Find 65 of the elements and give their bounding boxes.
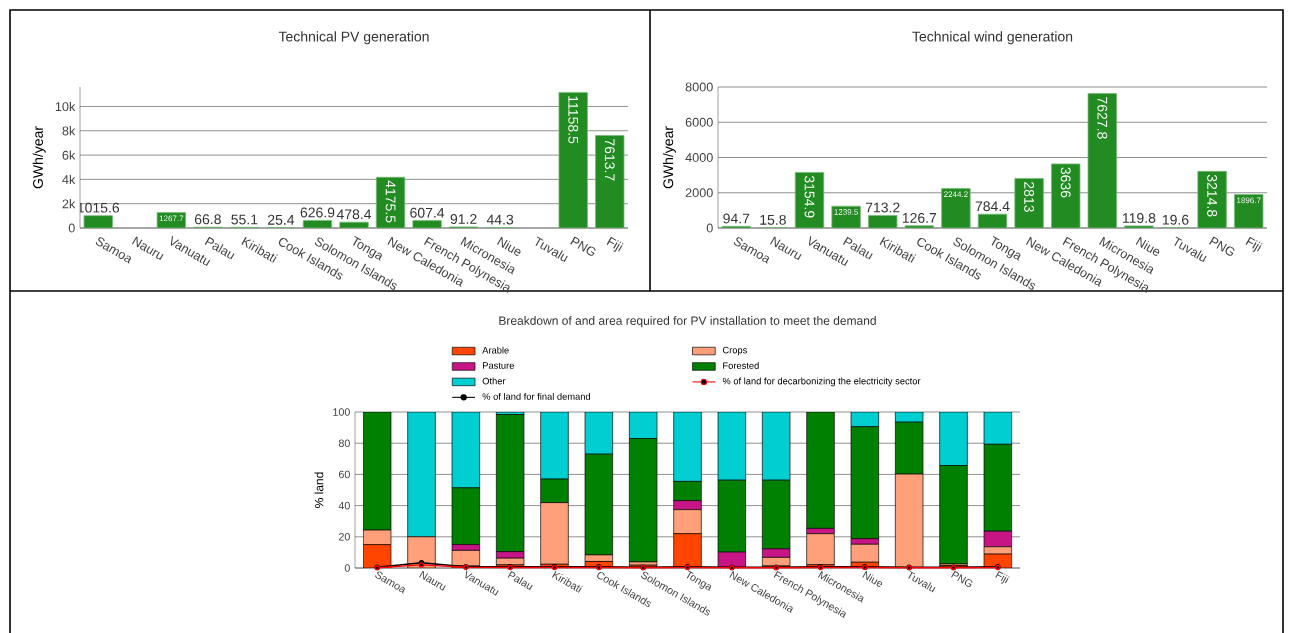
chart-title: Technical wind generation — [912, 31, 1073, 45]
data-label: 119.8 — [1122, 213, 1156, 223]
data-label: 66.8 — [194, 214, 221, 225]
x-tick-label: Fiji — [606, 236, 624, 252]
data-label: 15.8 — [760, 214, 786, 225]
data-label: 3154.9 — [804, 175, 815, 218]
data-label: 784.4 — [975, 201, 1010, 212]
y-tick-label: 80 — [338, 439, 350, 447]
y-tick-label: 2k — [62, 199, 76, 209]
data-label: 478.4 — [336, 209, 372, 220]
data-label: 3636 — [1060, 167, 1071, 198]
data-label: 11158.5 — [568, 96, 579, 144]
x-tick-label: Fiji — [995, 570, 1010, 584]
legend-label: Crops — [722, 346, 747, 356]
data-label: 626.9 — [300, 207, 335, 218]
data-label: 55.1 — [231, 214, 258, 225]
data-label: 44.3 — [486, 214, 514, 225]
y-tick-label: 8k — [62, 126, 76, 136]
y-tick-label: 20 — [338, 533, 350, 541]
x-tick-label: Fiji — [1245, 236, 1263, 252]
data-label: 2813 — [1024, 182, 1035, 212]
y-tick-label: 6000 — [685, 117, 713, 127]
data-label: 3214.8 — [1207, 174, 1218, 217]
y-tick-label: 0 — [68, 223, 75, 233]
data-label: 2244.2 — [944, 191, 968, 197]
x-tick-label: PNG — [1209, 236, 1235, 256]
data-label: 1896.7 — [1237, 197, 1261, 204]
data-label: 1015.6 — [77, 202, 120, 213]
y-tick-label: 100 — [333, 408, 350, 416]
legend-label: % of land for final demand — [482, 392, 591, 400]
y-tick-label: 40 — [338, 501, 350, 510]
data-label: 19.6 — [1162, 214, 1189, 225]
legend-label: Other — [482, 377, 506, 385]
data-label: 94.7 — [723, 213, 750, 224]
data-label: 7613.7 — [604, 139, 615, 181]
legend-label: Arable — [482, 346, 509, 354]
y-tick-label: 6k — [62, 150, 76, 160]
y-tick-label: 0 — [344, 564, 350, 572]
data-label: 4175.5 — [385, 180, 396, 223]
chart-title: Breakdown of and area required for PV installation to meet the demand — [499, 316, 876, 328]
data-label: 1267.7 — [159, 215, 184, 222]
y-axis-title: GWh/year — [32, 126, 46, 189]
x-tick-label: PNG — [951, 570, 973, 587]
y-tick-label: 4k — [62, 174, 76, 184]
data-label: 7627.8 — [1097, 97, 1108, 139]
y-tick-label: 10k — [55, 101, 76, 112]
y-axis-title: % land — [314, 472, 324, 508]
legend-label: Pasture — [482, 362, 514, 369]
y-tick-label: 8000 — [685, 82, 713, 92]
chart-title: Technical PV generation — [278, 31, 429, 45]
y-tick-label: 2000 — [685, 188, 713, 198]
x-tick-label: Niue — [862, 570, 883, 587]
data-label: 126.7 — [902, 212, 937, 223]
legend-label: % of land for decarbonizing the electricity sector — [722, 377, 921, 387]
y-axis-title: GWh/year — [662, 126, 676, 189]
data-label: 1239.5 — [834, 209, 859, 215]
y-tick-label: 4000 — [685, 153, 713, 162]
data-label: 713.2 — [865, 202, 900, 213]
data-label: 91.2 — [450, 214, 477, 224]
y-tick-label: 0 — [706, 223, 713, 233]
data-label: 607.4 — [410, 207, 445, 218]
y-tick-label: 60 — [338, 470, 350, 479]
data-label: 25.4 — [268, 214, 295, 225]
legend-label: Forested — [723, 362, 759, 369]
x-tick-label: PNG — [570, 236, 596, 256]
